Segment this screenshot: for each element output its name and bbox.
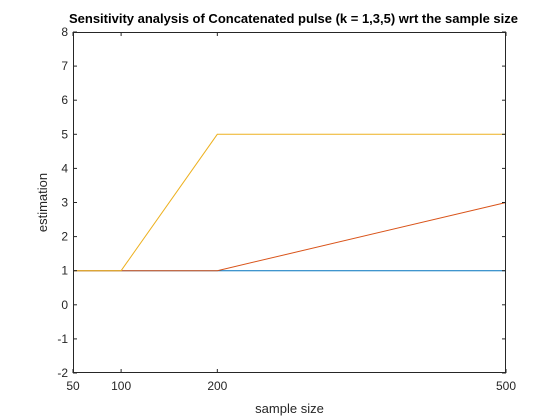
y-tick-label: 3 (61, 196, 68, 210)
y-tick-label: 7 (61, 59, 68, 73)
x-tick-label: 500 (496, 379, 516, 393)
chart-title: Sensitivity analysis of Concatenated pul… (69, 11, 518, 26)
series-layer (73, 133, 507, 272)
plot-area (73, 32, 506, 373)
y-tick-label: 5 (61, 127, 68, 141)
x-tick-label: 50 (66, 379, 80, 393)
y-axis-title: estimation (35, 173, 50, 232)
y-tick-label: 8 (61, 25, 68, 39)
y-tick-label: -1 (57, 332, 68, 346)
x-tick-label: 100 (111, 379, 131, 393)
series-line-3 (73, 133, 506, 272)
x-tick-label: 200 (207, 379, 227, 393)
y-tick-label: 6 (61, 93, 68, 107)
y-tick-label: 0 (61, 298, 68, 312)
x-axis-title: sample size (255, 401, 324, 416)
y-tick-label: 1 (61, 264, 68, 278)
ticks-layer: 50 100 200 500 -2 -1 0 1 2 3 4 5 6 7 8 (57, 25, 516, 393)
y-tick-label: 2 (61, 230, 68, 244)
y-tick-label: 4 (61, 161, 68, 175)
y-tick-label: -2 (57, 366, 68, 380)
